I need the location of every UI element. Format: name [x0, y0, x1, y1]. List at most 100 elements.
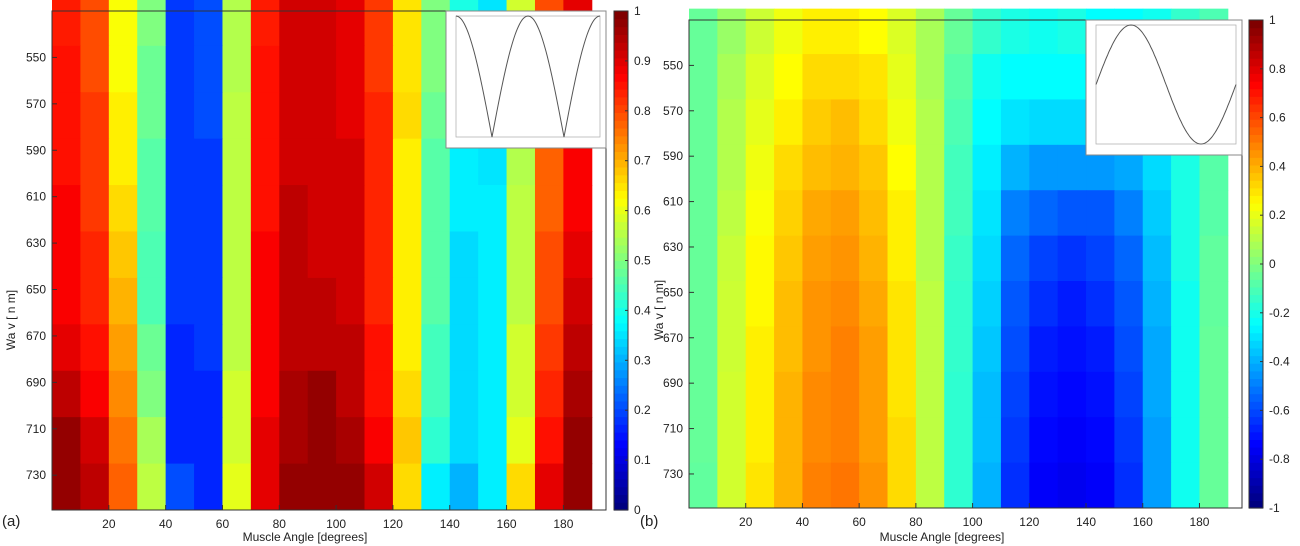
heatmap-cell	[449, 417, 479, 465]
heatmap-cell	[421, 185, 451, 232]
heatmap-cell	[108, 45, 138, 93]
heatmap-cell	[1171, 235, 1200, 282]
heatmap-cell	[1029, 54, 1059, 100]
heatmap-cell	[802, 326, 832, 373]
heatmap-cell	[80, 417, 110, 465]
colorbar-segment	[614, 81, 628, 90]
heatmap-cell	[972, 371, 1002, 418]
heatmap-cell	[478, 370, 508, 418]
colorbar-segment	[1249, 363, 1263, 372]
colorbar-segment	[614, 377, 628, 386]
heatmap-cell	[1029, 235, 1059, 282]
heatmap-cell	[1086, 417, 1115, 464]
heatmap-cell	[336, 277, 366, 325]
x-tick-label: 120	[1019, 515, 1039, 529]
colorbar-segment	[1249, 416, 1263, 425]
colorbar-segment	[614, 268, 628, 277]
heatmap-cell	[717, 235, 747, 282]
colorbar-segment	[1249, 424, 1263, 433]
heatmap-cell	[506, 231, 536, 279]
heatmap-cell	[80, 231, 110, 279]
heatmap-cell	[717, 281, 747, 327]
inset-plot-b	[1085, 19, 1243, 156]
colorbar-segment	[614, 346, 628, 355]
heatmap-cell	[1199, 190, 1229, 237]
colorbar-segment	[614, 361, 628, 371]
heatmap-cell	[1029, 417, 1059, 464]
y-tick-label: 610	[26, 190, 46, 204]
heatmap-cell	[717, 8, 747, 55]
heatmap-cell	[745, 417, 775, 464]
heatmap-a-y-ticks: 550 570 590 610 630 650 670 690 710 730	[26, 50, 57, 482]
heatmap-cell	[478, 185, 508, 232]
heatmap-cell	[392, 0, 422, 47]
heatmap-cell	[364, 417, 394, 465]
heatmap-cell	[392, 417, 422, 465]
heatmap-cell	[1171, 281, 1200, 327]
heatmap-cell	[1114, 462, 1144, 509]
colorbar-segment	[1249, 233, 1263, 242]
heatmap-cell	[774, 99, 803, 146]
colorbar-segment	[614, 478, 628, 488]
colorbar-b: -1 -0.8 -0.6 -0.4 -0.2 0 0.2 0.4 0.6 0.8 1	[1248, 13, 1290, 515]
colorbar-segment	[1249, 27, 1263, 36]
heatmap-cell	[1114, 371, 1144, 418]
heatmap-cell	[944, 8, 974, 55]
heatmap-cell	[222, 370, 252, 418]
heatmap-cell	[1114, 281, 1144, 327]
heatmap-cell	[745, 326, 775, 373]
heatmap-cell	[859, 326, 889, 373]
heatmap-cell	[802, 190, 832, 237]
colorbar-segment	[1249, 393, 1263, 402]
x-tick-label: 160	[1133, 515, 1153, 529]
heatmap-cell	[364, 324, 394, 372]
colorbar-segment	[1249, 454, 1263, 463]
colorbar-tick-label: 0.8	[634, 104, 651, 118]
heatmap-cell	[307, 138, 337, 186]
colorbar-segment	[614, 104, 628, 113]
heatmap-cell	[108, 185, 138, 232]
x-tick-label: 180	[553, 517, 573, 531]
heatmap-cell	[1000, 371, 1030, 418]
heatmap-cell	[364, 45, 394, 93]
heatmap-cell	[972, 417, 1002, 464]
colorbar-segment	[614, 408, 628, 418]
heatmap-cell	[887, 8, 917, 55]
heatmap-cell	[364, 185, 394, 232]
colorbar-segment	[1249, 401, 1263, 410]
colorbar-segment	[1249, 248, 1263, 257]
heatmap-cell	[774, 417, 803, 464]
x-tick-label: 80	[909, 515, 923, 529]
colorbar-tick-label: 0.6	[1269, 111, 1286, 125]
heatmap-cell	[137, 231, 167, 279]
colorbar-segment	[614, 65, 628, 74]
heatmap-cell	[717, 144, 747, 191]
colorbar-tick-label: 1	[634, 4, 641, 18]
heatmap-cell	[421, 277, 451, 325]
colorbar-segment	[1249, 370, 1263, 379]
heatmap-cell	[392, 324, 422, 372]
heatmap-cell	[563, 324, 593, 372]
heatmap-cell	[563, 185, 593, 232]
heatmap-cell	[52, 370, 81, 418]
colorbar-segment	[1249, 149, 1263, 158]
heatmap-cell	[802, 99, 832, 146]
inset-background	[1085, 19, 1243, 156]
heatmap-cell	[944, 54, 974, 100]
colorbar-tick-label: 0.8	[1269, 62, 1286, 76]
colorbar-segment	[1249, 157, 1263, 166]
x-tick-label: 100	[326, 517, 346, 531]
heatmap-a-x-ticks: 20 40 60 80 100 120 140 160 180	[102, 505, 574, 531]
heatmap-cell	[222, 463, 252, 511]
x-tick-label: 100	[963, 515, 983, 529]
colorbar-segment	[614, 486, 628, 496]
heatmap-cell	[689, 99, 718, 146]
colorbar-segment	[614, 112, 628, 121]
colorbar-segment	[614, 354, 628, 363]
heatmap-cell	[1114, 326, 1144, 373]
heatmap-cell	[279, 231, 309, 279]
heatmap-cell	[1000, 326, 1030, 373]
heatmap-cell	[52, 185, 81, 232]
heatmap-cell	[774, 144, 803, 191]
heatmap-cell	[108, 370, 138, 418]
